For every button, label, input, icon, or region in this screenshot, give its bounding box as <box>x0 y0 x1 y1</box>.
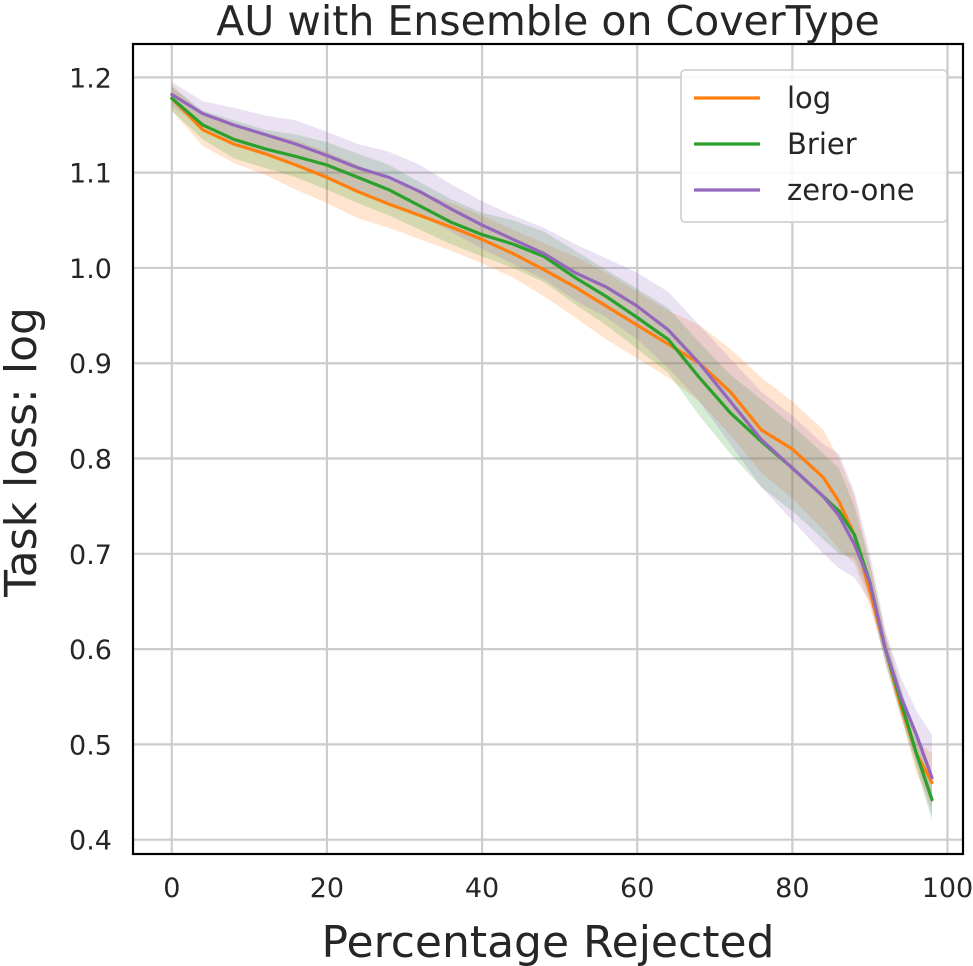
plot-area-frame <box>131 42 965 856</box>
legend: log Brier zero-one <box>680 69 948 223</box>
y-axis-ticks: 0.4 0.5 0.6 0.7 0.8 0.9 1.0 1.1 1.2 <box>69 63 112 856</box>
legend-box <box>680 69 948 223</box>
y-tick-label: 0.7 <box>69 540 112 571</box>
line-brier <box>170 96 934 802</box>
y-tick-label: 0.6 <box>69 635 112 666</box>
y-tick-label: 1.1 <box>69 159 112 190</box>
x-tick-label: 60 <box>620 873 654 904</box>
chart-title: AU with Ensemble on CoverType <box>216 0 880 45</box>
x-tick-label: 20 <box>310 873 344 904</box>
y-tick-label: 1.0 <box>69 254 112 285</box>
band-zero-one <box>171 82 933 816</box>
x-axis-label: Percentage Rejected <box>322 917 775 966</box>
x-tick-label: 80 <box>775 873 809 904</box>
band-brier <box>171 86 933 821</box>
band-log <box>171 85 933 807</box>
x-tick-label: 0 <box>163 873 180 904</box>
y-tick-label: 0.5 <box>69 730 112 761</box>
y-tick-label: 0.9 <box>69 349 112 380</box>
y-tick-label: 0.8 <box>69 445 112 476</box>
legend-label-brier: Brier <box>787 127 857 161</box>
x-axis-ticks: 0 20 40 60 80 100 <box>163 873 973 904</box>
confidence-bands <box>171 82 933 821</box>
legend-label-log: log <box>787 81 831 115</box>
x-tick-label: 40 <box>465 873 499 904</box>
x-tick-label: 100 <box>922 873 973 904</box>
legend-label-zero-one: zero-one <box>787 173 915 207</box>
y-tick-label: 0.4 <box>69 826 112 857</box>
series-lines <box>170 92 934 802</box>
line-zero-one <box>170 92 934 780</box>
y-tick-label: 1.2 <box>69 63 112 94</box>
y-axis-label: Task loss: log <box>0 307 47 598</box>
gridlines <box>133 44 963 854</box>
